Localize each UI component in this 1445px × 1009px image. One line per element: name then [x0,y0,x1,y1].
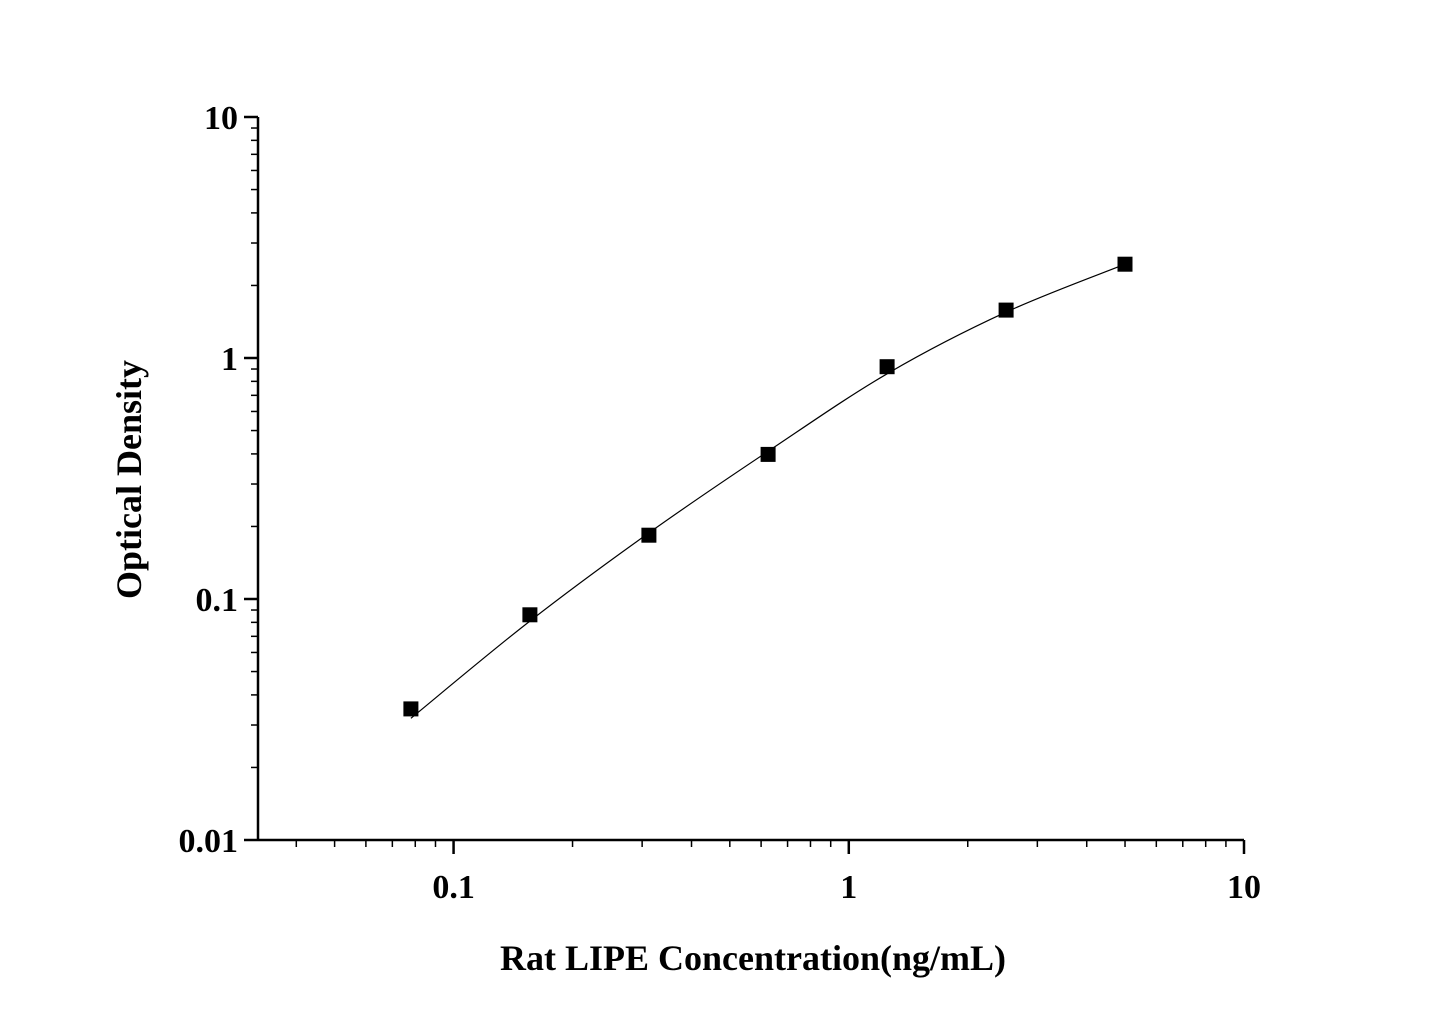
major-ticks [244,115,1246,854]
minor-ticks [251,127,1227,847]
y-axis-title: Optical Density [109,360,149,599]
data-point [998,302,1014,318]
data-points [403,256,1133,717]
y-tick-label: 0.1 [196,582,239,619]
data-point [403,701,419,717]
y-tick-label: 1 [221,341,238,378]
data-point [522,607,538,623]
data-point [879,359,895,375]
fit-curve [410,263,1126,719]
data-point [760,446,776,462]
data-point [1117,256,1133,272]
y-tick-label: 10 [204,100,238,137]
x-tick-label: 1 [840,869,857,906]
x-tick-label: 0.1 [432,869,475,906]
data-point [641,527,657,543]
x-tick-labels: 0.1 1 10 [432,869,1261,906]
y-tick-labels: 0.01 0.1 1 10 [179,100,239,860]
x-axis-title: Rat LIPE Concentration(ng/mL) [500,938,1006,978]
y-tick-label: 0.01 [179,823,239,860]
x-tick-label: 10 [1227,869,1261,906]
